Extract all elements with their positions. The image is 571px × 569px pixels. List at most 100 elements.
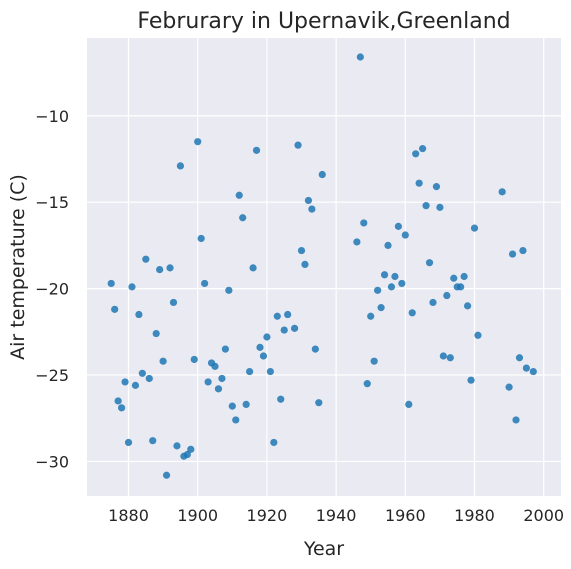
data-point — [252, 146, 261, 154]
data-point — [284, 310, 292, 319]
data-point — [436, 203, 444, 211]
data-point — [512, 416, 520, 424]
data-point — [457, 283, 465, 291]
data-point — [183, 450, 191, 459]
data-point — [111, 305, 119, 313]
data-point — [470, 224, 479, 232]
data-point — [197, 234, 205, 243]
data-point — [363, 380, 371, 388]
data-point — [232, 416, 240, 424]
data-point — [460, 272, 468, 281]
data-point — [159, 357, 167, 365]
data-point — [187, 445, 195, 453]
data-point — [522, 364, 531, 372]
x-tick-label: 1960 — [385, 506, 426, 525]
data-point — [156, 265, 164, 274]
x-tick-label: 1880 — [108, 506, 149, 525]
data-point — [374, 286, 382, 294]
x-tick-label: 1900 — [177, 506, 218, 525]
grid-lines — [87, 38, 561, 496]
data-point — [463, 302, 472, 310]
data-point — [190, 355, 198, 364]
data-point — [218, 374, 226, 383]
data-point — [166, 264, 174, 272]
data-point — [446, 354, 454, 362]
data-point — [315, 399, 323, 407]
data-point — [117, 404, 126, 412]
data-point — [304, 196, 313, 205]
data-point — [301, 260, 309, 269]
data-point — [242, 400, 250, 408]
data-point — [370, 357, 378, 365]
data-point — [152, 329, 160, 338]
data-point — [128, 283, 136, 291]
data-point — [211, 362, 219, 370]
data-point — [135, 310, 143, 319]
data-point — [201, 279, 209, 288]
data-point — [367, 312, 375, 320]
data-point — [114, 397, 122, 405]
y-tick-labels: −30 −25 −20 −15 −10 — [35, 107, 69, 472]
data-point — [249, 264, 257, 272]
data-point — [318, 170, 326, 179]
data-point — [419, 145, 427, 153]
data-point — [297, 246, 306, 255]
data-point — [439, 352, 447, 360]
data-point — [311, 345, 319, 353]
y-tick-label: −25 — [35, 366, 69, 385]
data-point — [138, 369, 146, 377]
data-point — [173, 442, 181, 450]
data-point — [360, 219, 368, 227]
data-point — [412, 150, 420, 158]
data-points — [107, 53, 537, 479]
data-point — [256, 343, 264, 351]
y-tick-label: −20 — [35, 280, 69, 299]
data-point — [266, 367, 274, 376]
data-point — [239, 214, 247, 222]
data-point — [380, 271, 389, 279]
data-point — [235, 191, 243, 199]
y-tick-label: −15 — [35, 193, 69, 212]
data-point — [176, 162, 185, 170]
y-tick-label: −30 — [35, 452, 69, 471]
data-point — [405, 400, 413, 408]
data-point — [259, 352, 268, 360]
data-point — [246, 367, 254, 376]
x-tick-label: 1980 — [454, 506, 495, 525]
y-axis-label: Air temperature (C) — [7, 174, 29, 360]
data-point — [356, 53, 364, 61]
plot-area — [87, 38, 561, 496]
data-point — [474, 331, 482, 339]
data-point — [263, 333, 271, 341]
data-point — [377, 304, 385, 312]
data-point — [519, 246, 527, 255]
x-axis-label: Year — [303, 538, 344, 560]
data-point — [204, 378, 212, 386]
data-point — [394, 222, 402, 230]
data-point — [498, 188, 506, 196]
x-tick-labels: 1880 1900 1920 1940 1960 1980 2000 — [108, 506, 564, 525]
data-point — [415, 179, 423, 187]
data-point — [131, 381, 140, 389]
data-point — [450, 274, 458, 282]
data-point — [505, 383, 513, 391]
chart-title: Februrary in Upernavik,Greenland — [137, 9, 510, 34]
data-point — [194, 138, 202, 146]
data-point — [425, 259, 434, 267]
data-point — [508, 250, 517, 258]
data-point — [280, 326, 288, 334]
data-point — [515, 354, 524, 362]
data-point — [391, 272, 399, 281]
data-point — [408, 309, 416, 317]
data-point — [443, 291, 451, 300]
data-point — [270, 438, 278, 447]
data-point — [145, 374, 153, 383]
data-point — [221, 345, 229, 353]
data-point — [422, 202, 430, 210]
data-point — [142, 255, 150, 263]
x-tick-label: 2000 — [523, 506, 564, 525]
y-tick-label: −10 — [35, 107, 69, 126]
data-point — [529, 367, 537, 376]
data-point — [294, 141, 302, 149]
data-point — [353, 238, 361, 246]
